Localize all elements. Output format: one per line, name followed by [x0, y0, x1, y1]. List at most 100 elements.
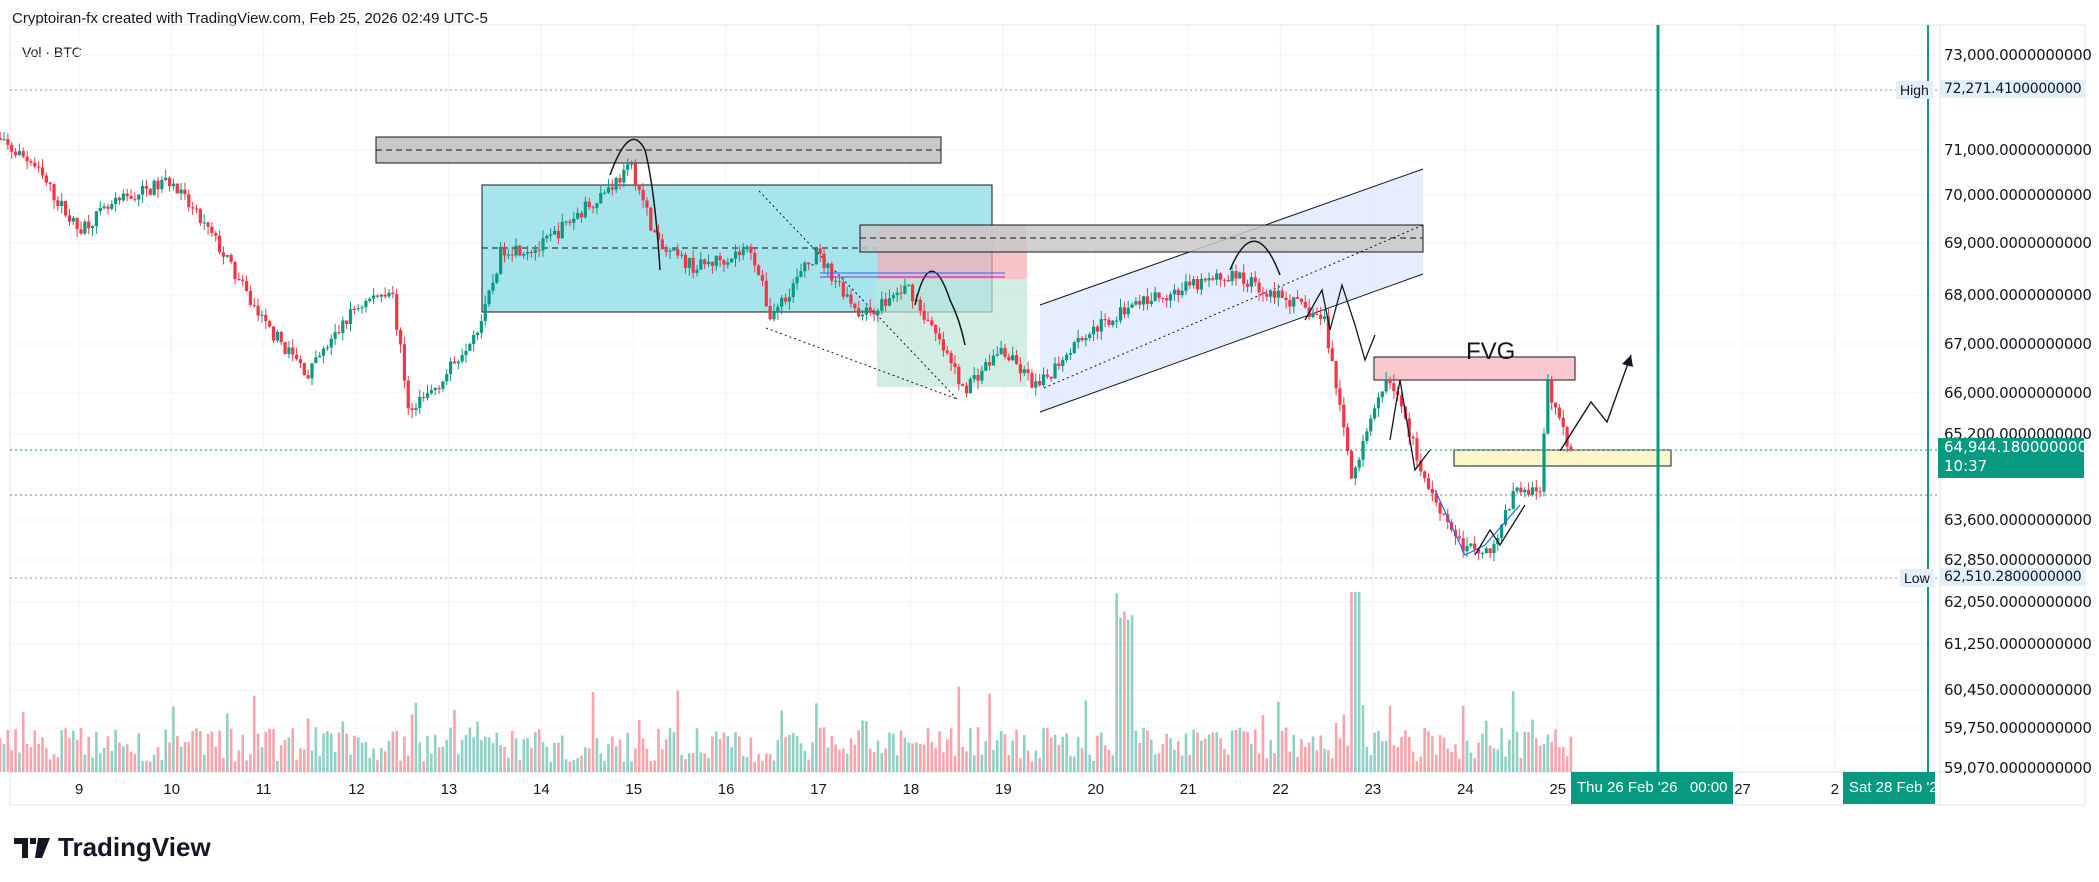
volume-bar [507, 757, 510, 772]
candle-body [764, 280, 768, 307]
candle-body [1523, 489, 1527, 493]
volume-bar [133, 753, 137, 772]
volume-bar [333, 752, 337, 772]
candle-body [606, 187, 611, 193]
volume-bar [892, 733, 895, 772]
volume-bar [141, 761, 144, 772]
candle-body [907, 284, 911, 286]
candle-body [1569, 446, 1573, 451]
volume-bar [218, 730, 221, 772]
volume-bar [1207, 734, 1211, 772]
volume-bar [1473, 758, 1476, 772]
candle-body [21, 151, 25, 157]
volume-legend[interactable]: Vol · BTC [22, 44, 82, 60]
volume-bar [996, 740, 999, 772]
candle-body [87, 221, 91, 229]
candle-body [40, 167, 45, 176]
candle-body [79, 229, 83, 234]
candle-body [726, 262, 730, 265]
candle-body [337, 332, 341, 334]
volume-bar [410, 714, 414, 772]
volume-bar [341, 721, 345, 772]
volume-bar [838, 749, 841, 772]
volume-bar [172, 706, 175, 772]
volume-bar [657, 728, 660, 772]
candle-body [930, 320, 934, 326]
candle-body [144, 186, 149, 189]
volume-bar [1511, 691, 1515, 772]
candle-body [1438, 502, 1442, 514]
volume-bar [1500, 728, 1503, 772]
candle-body [418, 397, 422, 409]
grid [10, 25, 1940, 772]
candle-body [356, 308, 360, 310]
volume-bar [1007, 755, 1011, 772]
candle-body [1138, 301, 1142, 305]
candle-body [529, 252, 534, 254]
volume-bar [199, 731, 202, 772]
volume-bar [1438, 735, 1442, 772]
volume-bar [584, 747, 587, 772]
volume-bar [322, 733, 325, 772]
candle-body [718, 255, 722, 261]
candle-body [1288, 300, 1292, 307]
volume-bar [526, 738, 529, 772]
volume-bar [753, 761, 757, 772]
volume-bar [256, 733, 260, 772]
volume-bar [1535, 738, 1538, 772]
candle-body [1565, 427, 1569, 447]
candle-body [117, 197, 122, 201]
candle-body [841, 282, 845, 297]
candle-body [452, 361, 457, 364]
candle-body [1011, 355, 1015, 361]
volume-bar [314, 727, 318, 772]
candle-body [187, 194, 191, 208]
candle-body [1022, 369, 1026, 374]
candle-body [1500, 524, 1504, 538]
candle-body [1296, 297, 1300, 299]
candle-body [937, 333, 942, 340]
volume-bar [1161, 743, 1165, 772]
candle-body [283, 342, 287, 354]
volume-bar [1115, 593, 1118, 772]
volume-bar [1334, 722, 1338, 772]
volume-bar [1269, 740, 1272, 772]
volume-bar [287, 737, 291, 772]
candle-body [1384, 379, 1388, 392]
volume-bar [726, 735, 730, 772]
tradingview-logo[interactable]: TradingView [14, 832, 211, 863]
blue-pattern-line [1434, 489, 1521, 556]
volume-bar [1176, 741, 1180, 772]
channel-fill [1040, 169, 1423, 412]
candle-body [229, 254, 233, 262]
price-tick-label: 69,000.0000000000 [1944, 234, 2092, 252]
candle-body [152, 180, 156, 195]
volume-bar [1088, 754, 1091, 772]
candle-body [1426, 478, 1431, 489]
volume-bar [688, 753, 691, 772]
volume-bar [1400, 736, 1403, 772]
volume-bar [1523, 731, 1527, 772]
volume-bar [680, 754, 683, 772]
candle-body [945, 350, 949, 354]
volume-bar [618, 739, 622, 772]
candle-body [1442, 513, 1446, 515]
volume-bar [129, 751, 133, 772]
volume-bar [102, 747, 106, 772]
volume-bar [356, 737, 360, 772]
candle-body [406, 380, 410, 409]
volume-bar [1565, 756, 1569, 772]
volume-bar [1253, 729, 1257, 772]
volume-bar [961, 746, 964, 772]
candle-body [318, 355, 322, 358]
volume-bar [1153, 754, 1157, 772]
candle-body [737, 251, 741, 256]
candle-body [810, 264, 815, 266]
candle-body [1473, 543, 1477, 550]
candle-body [749, 246, 753, 253]
volume-bar [1069, 755, 1072, 772]
volume-bar [1354, 592, 1357, 772]
candle-body [1415, 438, 1419, 461]
volume-bar [222, 757, 225, 772]
